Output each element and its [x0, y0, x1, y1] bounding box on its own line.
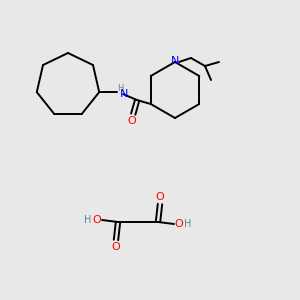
Text: O: O	[112, 242, 120, 252]
Text: N: N	[171, 56, 179, 66]
Text: H: H	[184, 219, 192, 229]
Text: O: O	[175, 219, 183, 229]
Text: H: H	[117, 84, 123, 93]
Text: O: O	[156, 192, 164, 202]
Text: N: N	[120, 89, 129, 99]
Text: H: H	[84, 215, 92, 225]
Text: O: O	[128, 116, 136, 126]
Text: O: O	[93, 215, 101, 225]
